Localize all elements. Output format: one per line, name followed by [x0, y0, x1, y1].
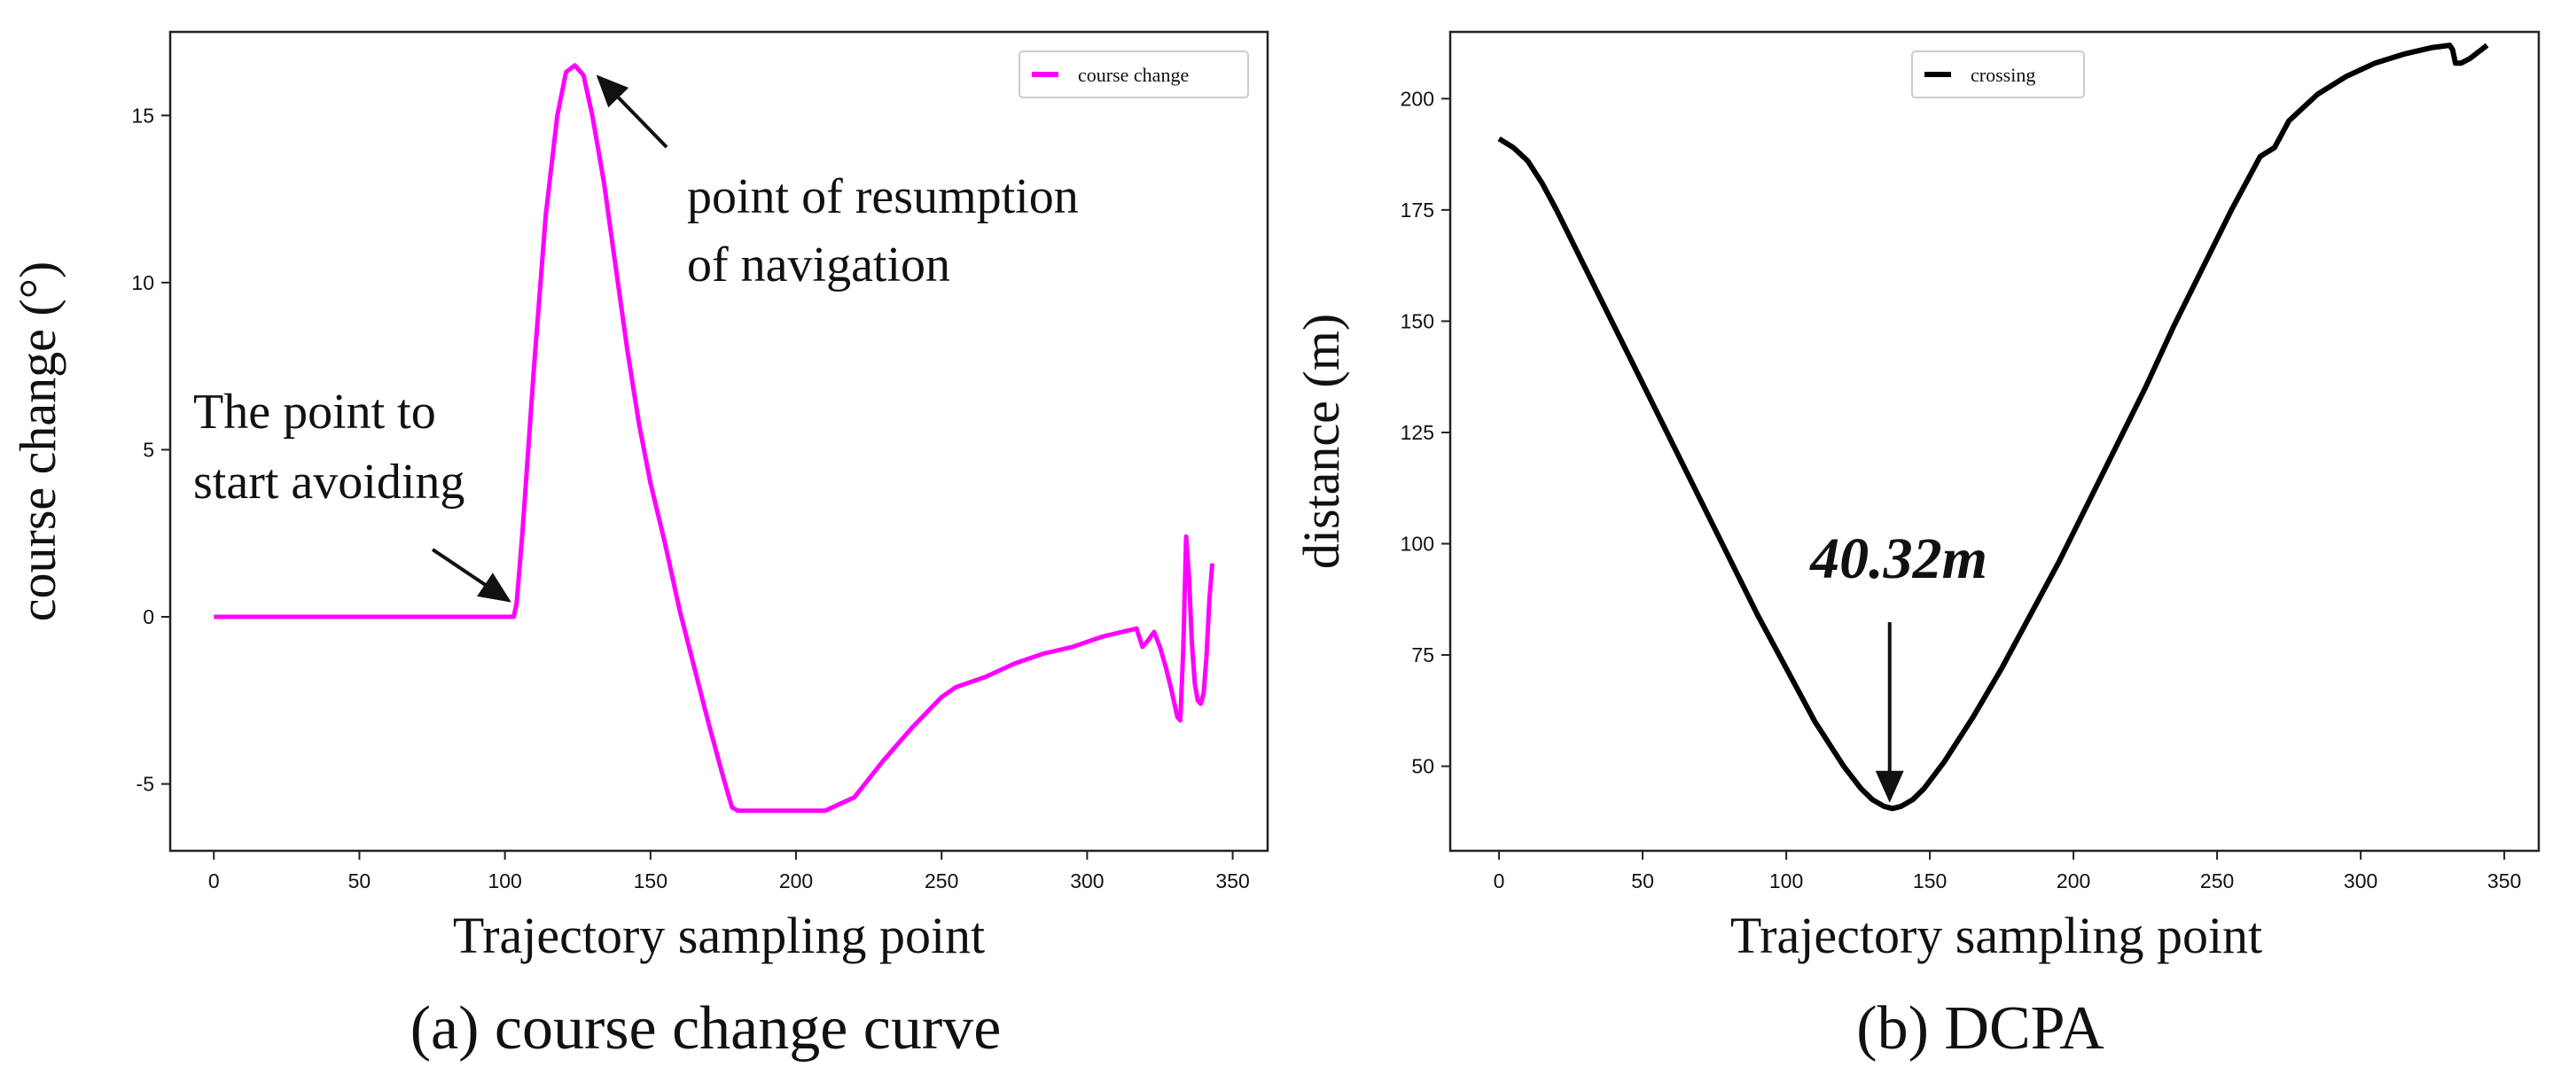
x-tick-label: 350	[2487, 869, 2521, 892]
y-tick-label: 125	[1401, 421, 1434, 444]
panel-a-x-axis-label: Trajectory sampling point	[453, 907, 985, 964]
annotation-resumption-line2: of navigation	[687, 238, 950, 292]
annotation-resumption: point of resumption of navigation	[596, 74, 1079, 292]
annotation-resumption-line1: point of resumption	[687, 169, 1079, 224]
annotation-start-avoiding: The point to start avoiding	[193, 385, 511, 603]
panel-a-ticks: 0 50 100 150 200 250 300 350 -5 0 5 10 15	[131, 104, 1249, 892]
annotation-min-dcpa-label: 40.32m	[1808, 526, 1987, 591]
annotation-start-avoiding-line1: The point to	[193, 385, 436, 440]
crossing-series-line	[1497, 43, 2489, 812]
panel-b-ticks: 0 50 100 150 200 250 300 350 50 75 100 125 150 175 200	[1401, 87, 2522, 892]
annotation-min-dcpa: 40.32m	[1808, 526, 1987, 803]
y-tick-label: 15	[131, 104, 154, 127]
x-tick-label: 50	[348, 869, 371, 892]
panel-a-legend-label: course change	[1078, 64, 1189, 86]
course-change-series-line	[214, 63, 1215, 814]
x-tick-label: 350	[1215, 869, 1249, 892]
x-tick-label: 150	[1913, 869, 1947, 892]
y-tick-label: 5	[143, 438, 154, 461]
y-tick-label: -5	[137, 773, 154, 796]
x-tick-label: 100	[488, 869, 521, 892]
x-tick-label: 200	[779, 869, 813, 892]
x-tick-label: 250	[2200, 869, 2234, 892]
y-tick-label: 200	[1401, 87, 1434, 110]
panel-a-course-change: 0 50 100 150 200 250 300 350 -5 0 5 10 15 course cha…	[9, 30, 1269, 1063]
y-tick-label: 50	[1411, 755, 1434, 778]
y-tick-label: 100	[1401, 533, 1434, 556]
y-tick-label: 175	[1401, 199, 1434, 222]
y-tick-label: 0	[143, 605, 154, 628]
x-tick-label: 250	[925, 869, 958, 892]
panel-b-legend-label: crossing	[1971, 64, 2035, 86]
x-tick-label: 0	[1494, 869, 1505, 892]
panel-a-plot-frame	[168, 30, 1269, 853]
x-tick-label: 300	[1070, 869, 1104, 892]
panel-b-y-axis-label: distance (m)	[1292, 314, 1350, 569]
x-tick-label: 200	[2057, 869, 2090, 892]
panel-a-caption: (a) course change curve	[410, 994, 1002, 1063]
x-tick-label: 300	[2344, 869, 2377, 892]
panel-b-caption: (b) DCPA	[1856, 994, 2104, 1063]
annotation-start-avoiding-arrow	[431, 548, 511, 603]
panel-b-plot-frame	[1448, 30, 2541, 853]
x-tick-label: 50	[1631, 869, 1654, 892]
y-tick-label: 10	[131, 271, 154, 294]
annotation-start-avoiding-line2: start avoiding	[193, 455, 464, 510]
panel-a-y-axis-label: course change (°)	[9, 261, 66, 621]
y-tick-label: 75	[1411, 643, 1434, 666]
panel-a-legend: course change	[1019, 51, 1249, 98]
panel-b-legend-box	[1911, 51, 2085, 98]
y-tick-label: 150	[1401, 309, 1434, 332]
panel-b-legend: crossing	[1911, 51, 2085, 98]
x-tick-label: 150	[634, 869, 667, 892]
annotation-resumption-arrow	[596, 74, 668, 149]
panel-b-x-axis-label: Trajectory sampling point	[1730, 907, 2262, 964]
x-tick-label: 100	[1769, 869, 1803, 892]
panel-a-legend-box	[1019, 51, 1249, 98]
panel-b-dcpa: 0 50 100 150 200 250 300 350 50 75 100 125 150 175 200…	[1292, 30, 2541, 1063]
x-tick-label: 0	[208, 869, 220, 892]
